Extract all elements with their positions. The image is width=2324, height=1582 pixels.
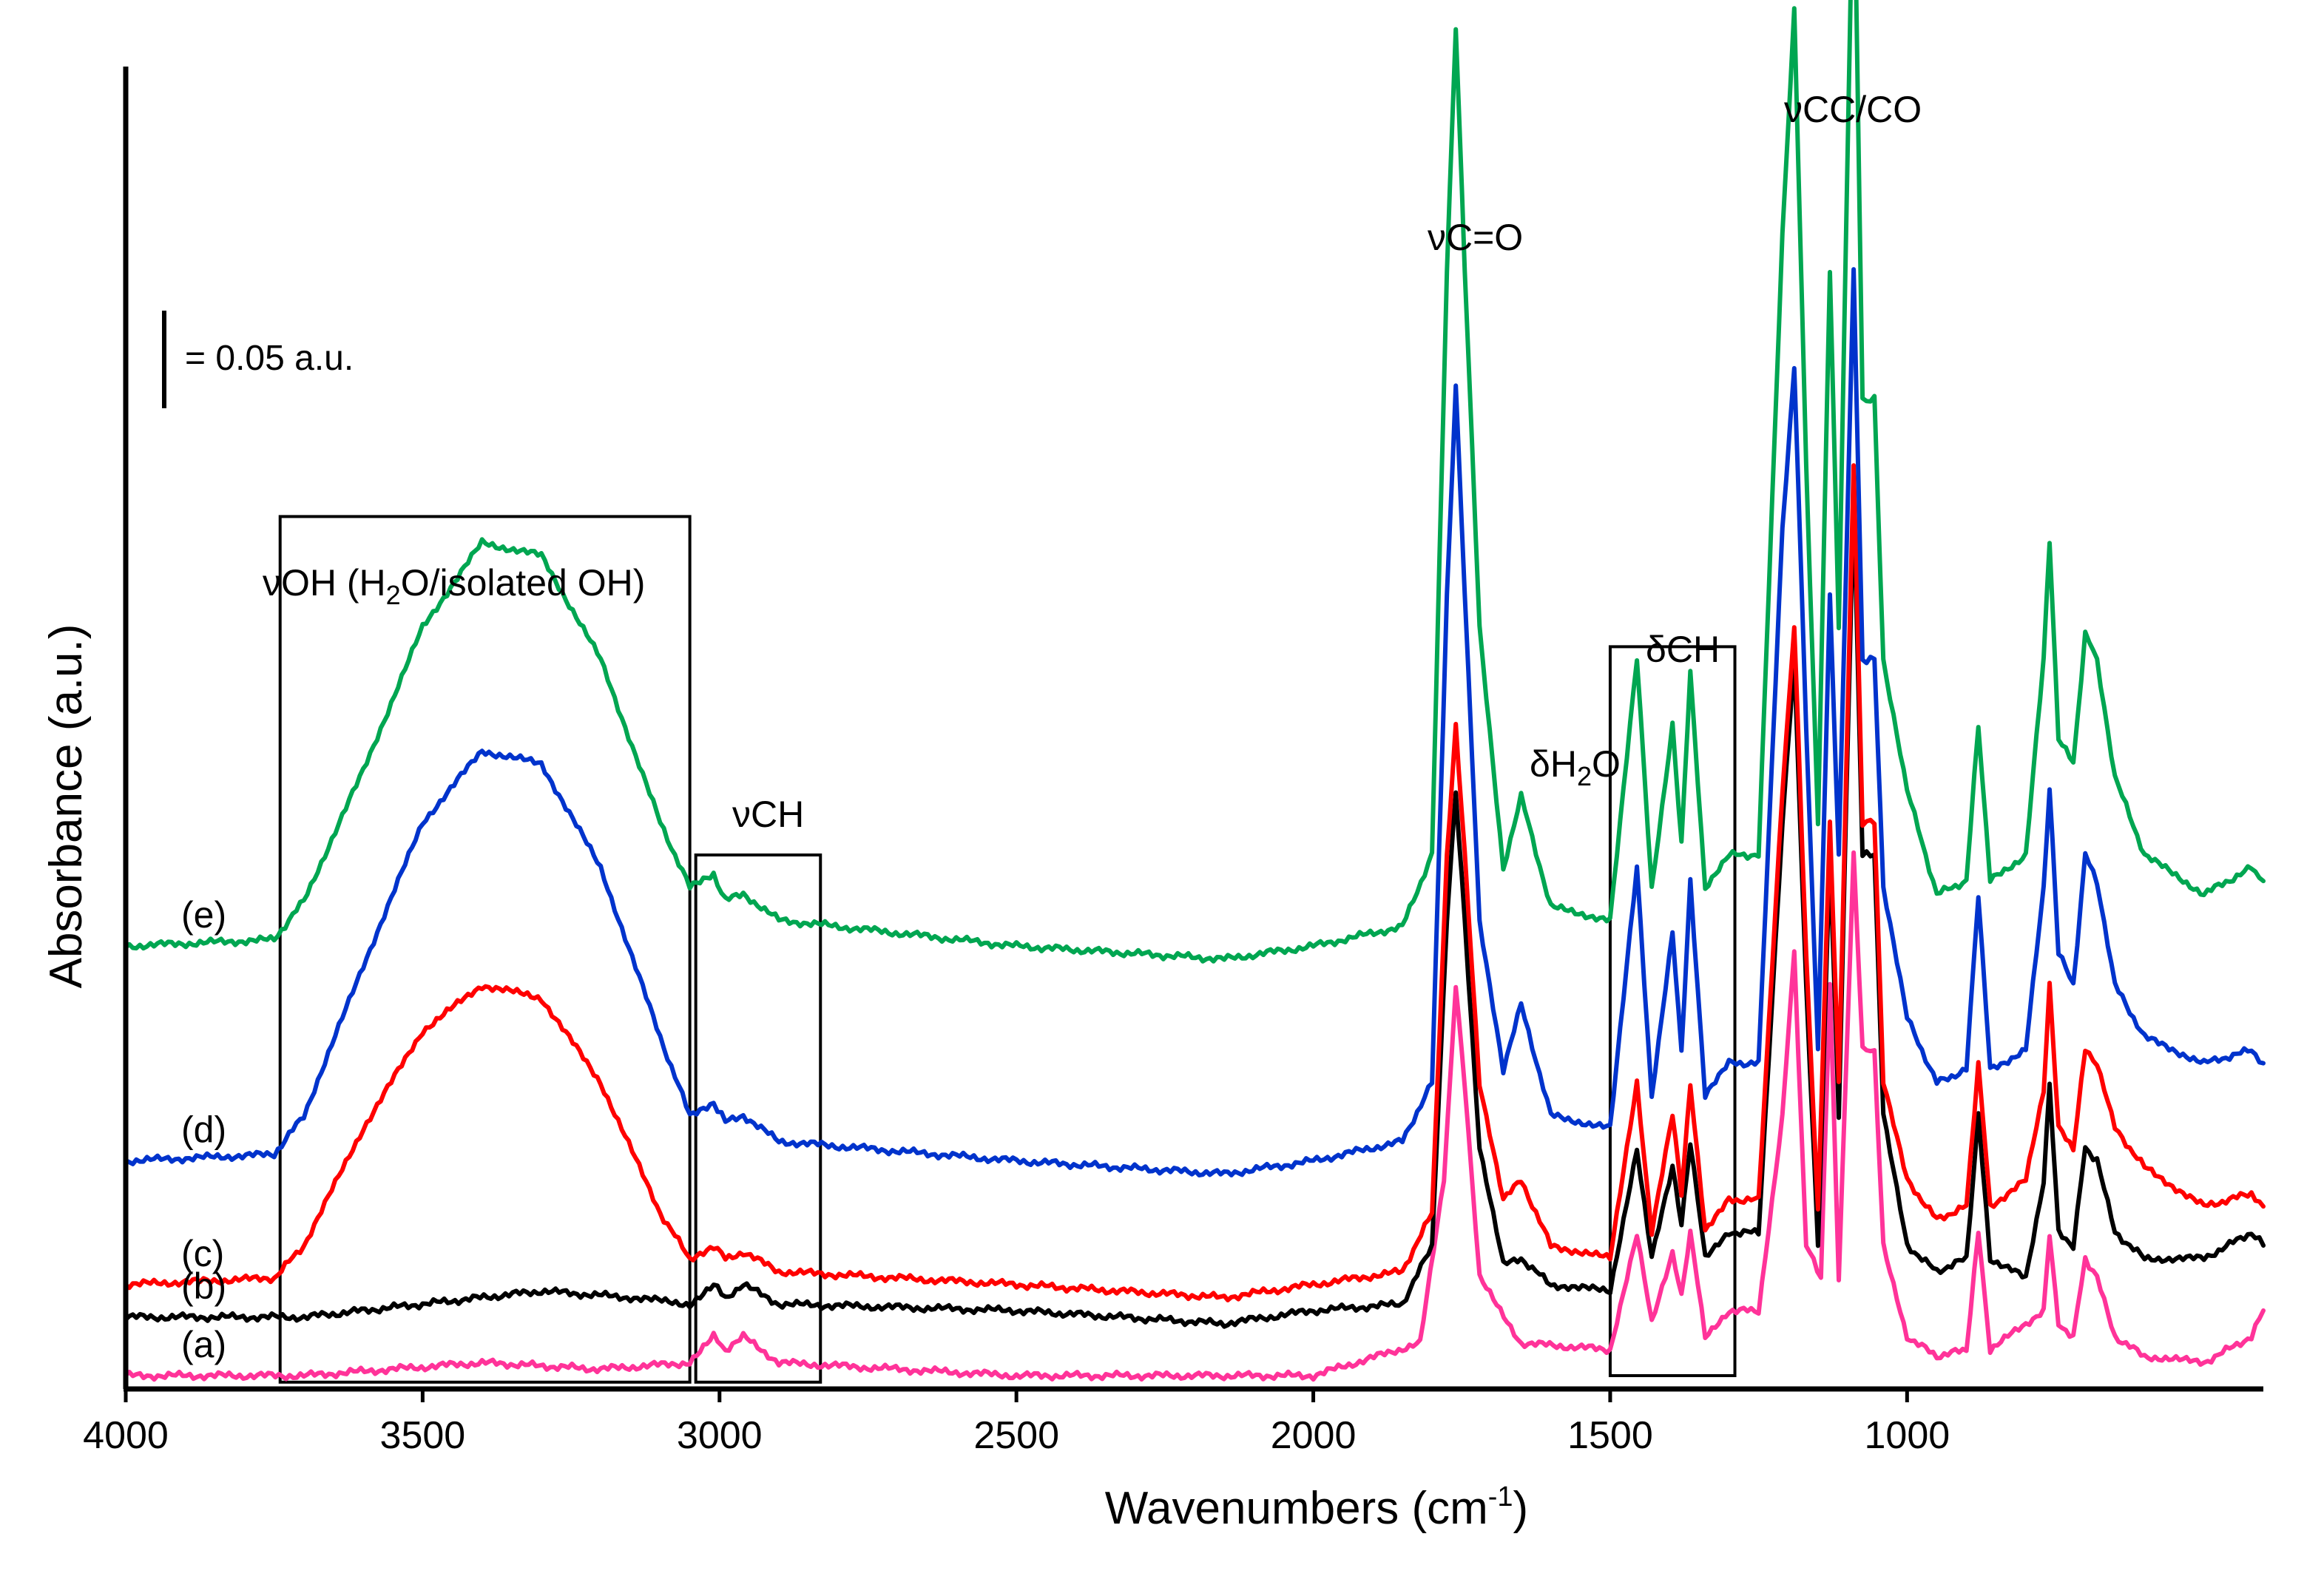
series-line-a [124, 850, 2266, 1382]
series-label-a: (a) [181, 1324, 226, 1365]
y-axis-title: Absorbance (a.u.) [41, 624, 92, 989]
annotation-voh: νOH (H2O/isolated OH) [263, 562, 645, 610]
x-axis-title: Wavenumbers (cm-1) [1105, 1481, 1528, 1534]
series-labels: (a) (b)(c) (d) (e) [181, 894, 226, 1365]
region-boxes [278, 515, 1737, 1384]
band-annotations: νOH (H2O/isolated OH) νCH νC=O δH2O δCH … [263, 89, 1922, 835]
series-label-e: (e) [181, 894, 226, 936]
series-line-c [124, 463, 2266, 1302]
scale-bar-label: = 0.05 a.u. [185, 339, 354, 378]
series-line-b [124, 493, 2266, 1329]
x-tick-label-4000: 4000 [83, 1414, 169, 1457]
region-box-dCH [1608, 645, 1737, 1377]
x-tick-label-2500: 2500 [973, 1414, 1059, 1457]
x-tick-label-1500: 1500 [1567, 1414, 1653, 1457]
x-tick-label-3000: 3000 [677, 1414, 763, 1457]
spectra-series [124, 0, 2266, 1382]
annotation-dh2o: δH2O [1530, 743, 1621, 791]
annotation-vcc-co: νCC/CO [1784, 89, 1922, 130]
region-box-vOH [278, 515, 692, 1384]
series-label-b: (b) [181, 1265, 226, 1307]
series-line-d [124, 267, 2266, 1177]
x-tick-label-2000: 2000 [1271, 1414, 1357, 1457]
annotation-dch: δCH [1646, 629, 1720, 670]
region-box-vCH [694, 853, 822, 1384]
series-line-e [124, 0, 2266, 964]
x-tick-label-1000: 1000 [1864, 1414, 1950, 1457]
annotation-vco: νC=O [1428, 217, 1523, 258]
series-label-d: (d) [181, 1109, 226, 1151]
x-tick-label-3500: 3500 [380, 1414, 466, 1457]
x-axis-ticks: 4000 3500 3000 2500 2000 1500 1000 [83, 1389, 1950, 1457]
series-label-c: (c) [181, 1233, 224, 1274]
annotation-vch: νCH [732, 794, 804, 835]
